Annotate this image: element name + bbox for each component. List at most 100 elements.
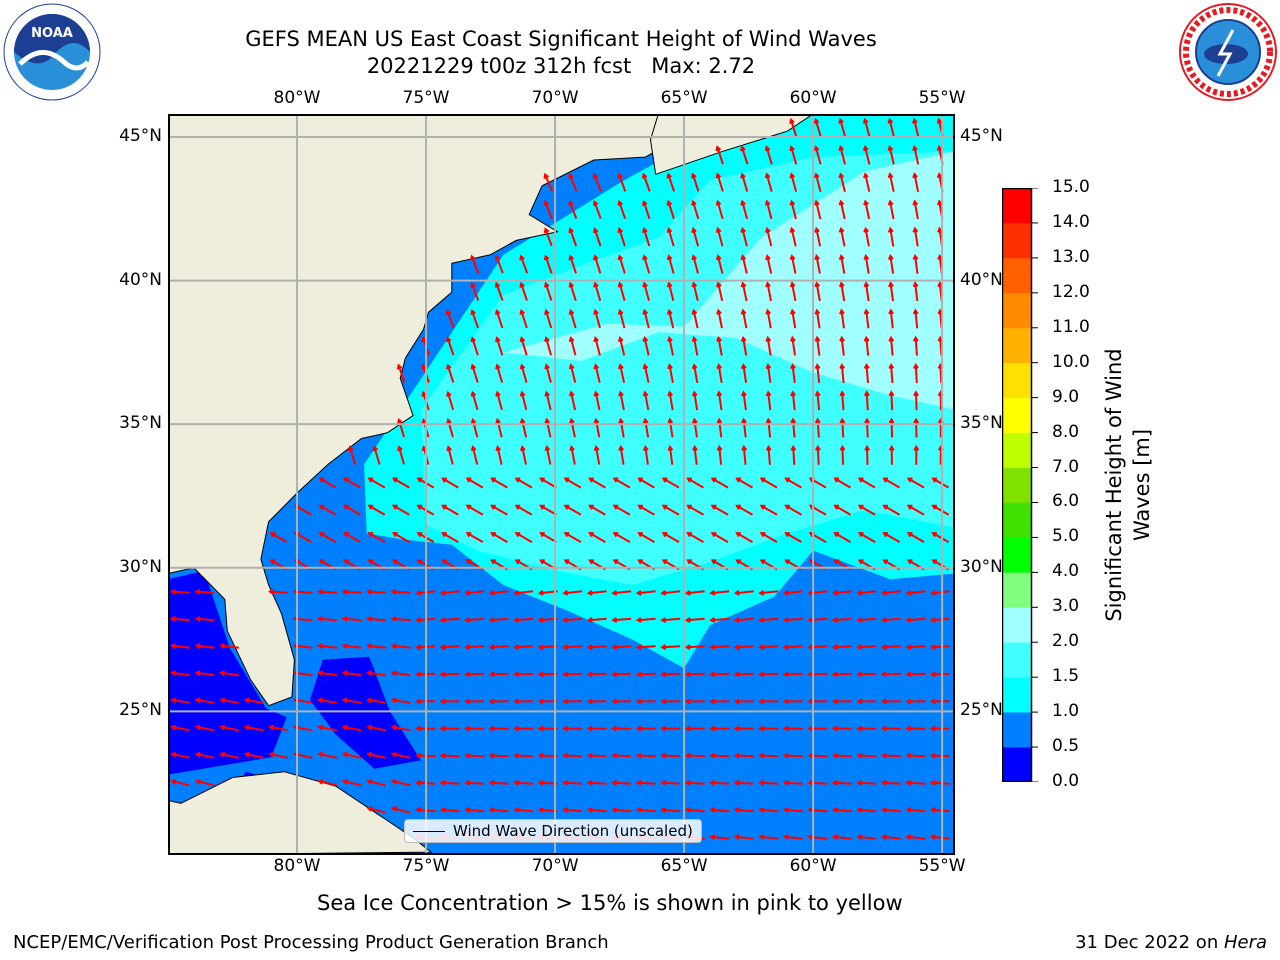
wind-arrow (687, 504, 704, 516)
colorbar-tick-label: 13.0 (1052, 246, 1090, 267)
wind-arrow-head (716, 308, 722, 315)
wind-arrow (859, 477, 876, 489)
wind-arrow-head (863, 199, 869, 206)
wind-arrow-head (912, 145, 918, 151)
wind-arrow (588, 617, 607, 622)
wind-arrow-head (831, 589, 838, 596)
wind-arrow-head (838, 199, 845, 206)
wind-arrow (889, 201, 895, 220)
wind-arrow-head (684, 644, 691, 651)
wind-arrow (196, 698, 215, 704)
wind-arrow-head (782, 644, 789, 651)
wind-arrow-head (611, 807, 618, 813)
wind-arrow (784, 754, 803, 758)
wind-arrow-head (514, 477, 521, 483)
footer-date: 31 Dec 2022 on Hera (1075, 932, 1267, 953)
wind-arrow-head (513, 589, 520, 596)
wind-arrow-head (686, 559, 692, 565)
wind-arrow-head (169, 616, 176, 622)
wind-arrow-head (807, 589, 814, 596)
wind-arrow-head (618, 444, 625, 451)
wind-arrow-head (445, 309, 452, 316)
wind-arrow (691, 174, 700, 192)
wind-arrow (767, 446, 771, 465)
wind-arrow-head (544, 336, 550, 343)
wind-arrow-head (667, 417, 674, 424)
wind-arrow (397, 365, 406, 383)
wind-arrow (908, 477, 925, 489)
wind-arrow (667, 174, 676, 192)
wind-arrow-head (733, 698, 740, 705)
wind-arrow (368, 532, 386, 543)
wind-arrow (466, 781, 485, 785)
wind-arrow (718, 446, 723, 465)
wind-arrow-head (661, 504, 668, 510)
wind-arrow (196, 753, 215, 759)
wind-arrow (760, 645, 779, 649)
wind-arrow-head (635, 779, 642, 786)
wind-arrow-head (789, 226, 796, 233)
wind-arrow-head (814, 417, 821, 424)
wind-arrow-head (758, 725, 765, 732)
wind-arrow-head (635, 725, 642, 732)
wave-zone-calm-1 (309, 656, 421, 769)
colorbar-tick-label: 11.0 (1052, 316, 1090, 337)
wind-arrow-head (343, 504, 349, 510)
wind-arrow (588, 645, 607, 649)
wind-arrow-head (807, 698, 814, 705)
wind-arrow-head (715, 281, 722, 288)
wind-arrow-head (888, 281, 894, 288)
wind-arrow-head (169, 588, 176, 595)
wind-arrow (907, 835, 926, 840)
wind-arrow-head (519, 445, 526, 452)
wind-arrow-head (514, 559, 521, 565)
wind-arrow-head (269, 532, 276, 538)
wind-arrow-head (831, 807, 838, 813)
wind-arrow (760, 477, 778, 489)
wind-arrow-head (642, 363, 649, 370)
wind-arrow (490, 617, 509, 622)
wind-arrow-head (912, 335, 919, 342)
wind-arrow-head (784, 532, 790, 538)
wind-arrow (931, 808, 950, 813)
wind-arrow (393, 532, 410, 543)
wind-arrow (515, 808, 534, 813)
wind-arrow (833, 645, 852, 649)
wind-arrow-head (740, 335, 747, 342)
wind-arrow (471, 365, 479, 383)
wind-arrow-head (686, 532, 692, 538)
colorbar-tick-label: 5.0 (1052, 526, 1080, 547)
wind-arrow-head (317, 588, 324, 595)
wind-arrow-head (635, 644, 642, 651)
wind-arrow (613, 590, 632, 595)
wind-arrow-head (782, 834, 789, 840)
wind-arrow-head (612, 477, 619, 483)
colorbar-segment (1002, 222, 1032, 259)
wind-arrow-head (905, 752, 912, 759)
wind-arrow (570, 446, 576, 465)
wind-arrow-head (856, 671, 863, 678)
wind-arrow (907, 617, 926, 622)
wind-arrow-head (710, 559, 717, 565)
legend-line-icon (413, 831, 445, 832)
wind-arrow-head (341, 588, 348, 595)
wind-arrow-head (317, 778, 324, 785)
wind-arrow-head (715, 145, 722, 152)
colorbar-segment (1002, 327, 1032, 363)
wind-arrow-head (318, 532, 325, 538)
wind-arrow-head (439, 752, 446, 759)
wind-arrow (495, 337, 504, 356)
lon-label-top: 55°W (918, 88, 966, 108)
wind-arrow-head (562, 590, 569, 596)
wind-arrow-head (888, 308, 895, 315)
wind-arrow-head (782, 807, 789, 813)
nws-logo (1179, 3, 1277, 101)
wind-arrow-head (441, 504, 447, 510)
wind-arrow (619, 392, 625, 411)
wind-arrow-head (831, 752, 838, 759)
wind-arrow-head (814, 335, 821, 342)
wind-arrow-head (740, 226, 747, 233)
wind-arrow-head (740, 281, 747, 288)
wind-arrow (637, 808, 656, 813)
noaa-logo-text: NOAA (31, 26, 73, 41)
